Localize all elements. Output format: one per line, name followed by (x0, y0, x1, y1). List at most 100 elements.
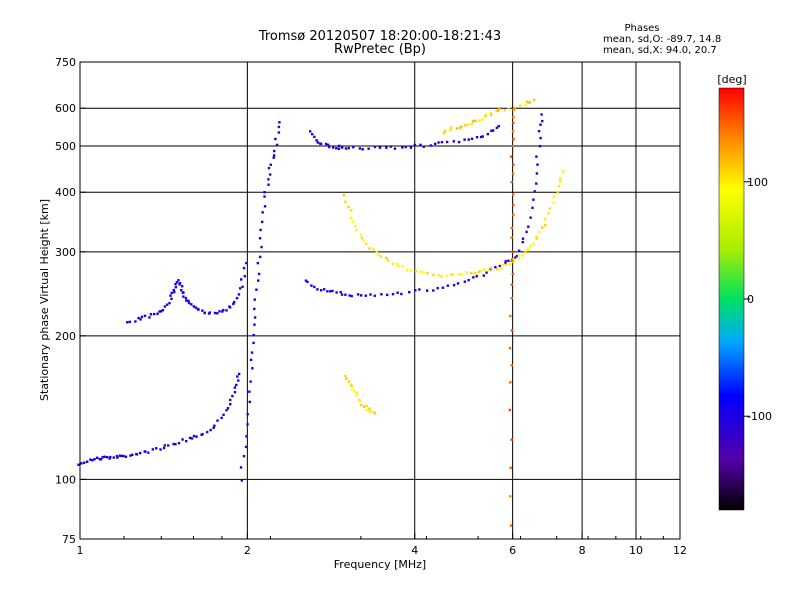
data-point (342, 193, 346, 197)
data-point (547, 212, 550, 215)
data-point (257, 272, 261, 276)
data-point (319, 142, 323, 146)
data-point (326, 290, 329, 293)
data-point (512, 138, 515, 141)
y-tick-label: 750 (55, 56, 76, 69)
data-point (241, 285, 244, 289)
data-point (188, 436, 192, 440)
data-point (124, 455, 128, 458)
data-point (418, 288, 421, 291)
data-point (331, 289, 334, 293)
data-point (537, 129, 541, 133)
data-point (532, 242, 535, 245)
data-point (240, 479, 244, 482)
data-point (344, 293, 347, 296)
data-point (233, 390, 237, 394)
data-point (452, 140, 456, 143)
data-point (115, 454, 119, 458)
data-point (138, 451, 142, 455)
data-point (386, 258, 390, 262)
data-point (539, 136, 542, 140)
data-point (172, 288, 176, 292)
data-point (397, 264, 400, 268)
data-point (252, 333, 255, 337)
data-point (98, 457, 101, 461)
data-point (385, 256, 388, 260)
data-point (463, 138, 466, 141)
data-point (526, 249, 529, 252)
data-point (358, 147, 362, 150)
data-point (508, 346, 512, 350)
data-point (495, 109, 498, 113)
data-point (347, 380, 351, 383)
data-point (253, 298, 256, 301)
data-point (380, 293, 383, 296)
data-point (429, 144, 433, 147)
data-points (77, 98, 565, 527)
data-point (344, 375, 347, 378)
data-point (203, 311, 206, 315)
data-point (373, 412, 377, 415)
data-point (347, 205, 350, 209)
data-point (181, 291, 184, 294)
data-point (251, 367, 254, 370)
data-point (137, 316, 140, 320)
data-point (535, 155, 538, 158)
data-point (151, 448, 155, 451)
data-point (237, 293, 241, 296)
data-point (391, 262, 395, 266)
data-point (535, 182, 538, 185)
data-point (531, 206, 534, 209)
x-tick-label: 6 (509, 544, 516, 557)
data-point (187, 301, 191, 305)
data-point (369, 293, 372, 296)
data-point (464, 124, 467, 127)
data-point (108, 457, 111, 460)
data-point (481, 135, 484, 138)
data-point (235, 296, 239, 300)
data-point (413, 143, 417, 147)
data-point (524, 103, 527, 107)
data-point (377, 253, 380, 257)
data-point (470, 122, 473, 126)
data-point (432, 289, 435, 292)
x-tick-label: 4 (411, 544, 418, 557)
data-point (360, 236, 364, 240)
data-point (538, 230, 541, 234)
data-point (385, 146, 388, 149)
data-point (517, 254, 521, 257)
data-point (511, 130, 515, 133)
data-point (419, 270, 422, 274)
data-point (353, 390, 356, 393)
data-point (510, 364, 513, 367)
data-point (304, 279, 308, 282)
x-tick-label: 10 (629, 544, 643, 557)
data-point (512, 203, 515, 207)
data-point (178, 283, 181, 286)
data-point (159, 448, 162, 451)
data-point (527, 225, 530, 228)
data-point (313, 135, 316, 139)
data-point (277, 125, 281, 129)
data-point (432, 273, 435, 277)
data-point (120, 454, 123, 458)
data-point (401, 264, 404, 268)
data-point (425, 289, 429, 292)
data-point (511, 121, 515, 125)
data-point (156, 312, 159, 315)
data-point (236, 375, 239, 378)
data-point (109, 455, 112, 459)
phases-line-x: mean, sd,X: 94.0, 20.7 (603, 45, 717, 56)
data-point (237, 372, 241, 376)
data-point (372, 247, 375, 251)
data-point (452, 283, 456, 287)
data-point (313, 285, 316, 289)
data-point (152, 312, 156, 316)
data-point (218, 310, 221, 313)
data-point (509, 155, 513, 158)
plot-frame (79, 61, 681, 540)
data-point (122, 454, 125, 458)
data-point (208, 311, 211, 314)
y-tick-label: 300 (55, 246, 76, 259)
data-point (225, 408, 228, 412)
